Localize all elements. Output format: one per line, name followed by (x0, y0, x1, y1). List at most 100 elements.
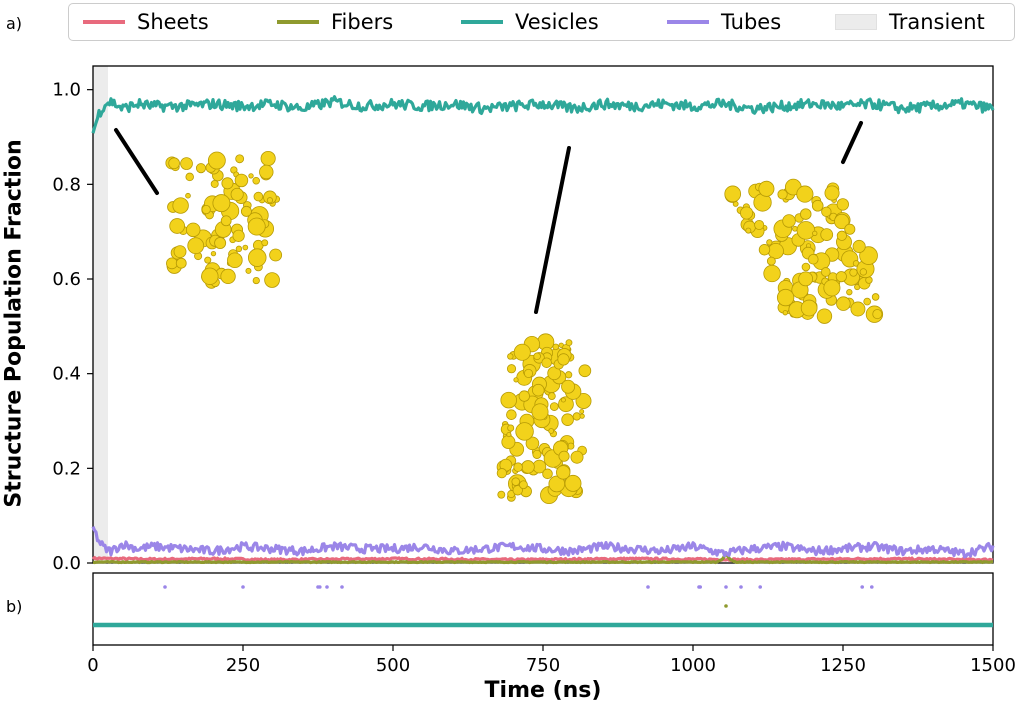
cluster-sphere (500, 391, 517, 409)
cluster-illustration-1 (165, 150, 283, 289)
cluster-sphere (557, 353, 570, 366)
cluster-sphere (512, 485, 523, 496)
cluster-sphere (724, 185, 742, 203)
cluster-sphere (801, 262, 811, 272)
strip-dot-tubes (646, 585, 650, 589)
y-axis-label: Structure Population Fraction (1, 139, 27, 508)
cluster-sphere (556, 465, 571, 480)
cluster-sphere (852, 239, 866, 253)
cluster-sphere (247, 217, 266, 236)
legend-label-sheets: Sheets (137, 10, 209, 34)
cluster-sphere (579, 413, 585, 419)
cluster-sphere (266, 197, 274, 204)
legend: Sheets Fibers Vesicles Tubes Transient (68, 3, 1015, 41)
cluster-sphere (796, 221, 816, 240)
cluster-sphere (745, 227, 752, 234)
strip-dot-tubes (724, 585, 728, 589)
cluster-sphere (201, 204, 211, 215)
cluster-sphere (849, 268, 858, 277)
cluster-sphere (210, 250, 217, 257)
strip-dot-tubes (860, 585, 864, 589)
cluster-sphere (207, 151, 226, 170)
cluster-sphere (506, 364, 517, 374)
cluster-sphere (548, 475, 566, 493)
cluster-sphere (506, 432, 512, 438)
cluster-sphere (552, 343, 560, 351)
cluster-sphere (531, 403, 549, 421)
cluster-sphere (169, 218, 185, 234)
cluster-sphere (506, 409, 517, 420)
plot-frame-b (92, 572, 994, 646)
strip-dot-fibers (724, 604, 728, 608)
cluster-sphere (507, 424, 515, 432)
cluster-sphere (558, 450, 570, 462)
legend-item-transient: Transient (835, 10, 985, 34)
cluster-sphere (210, 179, 219, 188)
x-tick-label: 0 (87, 655, 98, 676)
cluster-sphere (172, 197, 189, 214)
cluster-sphere (532, 383, 545, 397)
cluster-sphere (816, 308, 833, 324)
cluster-sphere (836, 198, 849, 211)
cluster-sphere (253, 191, 264, 202)
legend-item-vesicles: Vesicles (461, 10, 599, 34)
cluster-sphere (240, 205, 252, 217)
cluster-sphere (565, 339, 573, 347)
cluster-sphere (850, 301, 866, 317)
cluster-sphere (180, 157, 193, 170)
legend-item-fibers: Fibers (277, 10, 393, 34)
cluster-sphere (523, 368, 534, 379)
transient-shade (93, 66, 108, 563)
cluster-sphere (754, 219, 765, 231)
cluster-sphere (507, 353, 514, 360)
cluster-sphere (166, 257, 178, 270)
cluster-sphere (242, 244, 249, 251)
cluster-sphere (763, 264, 781, 283)
cluster-sphere (515, 422, 534, 441)
strip-dot-tubes (870, 585, 874, 589)
x-tick-label: 750 (526, 655, 560, 676)
cluster-sphere (844, 223, 856, 235)
cluster-sphere (235, 245, 243, 253)
legend-item-sheets: Sheets (83, 10, 209, 34)
x-tick-label: 250 (226, 655, 260, 676)
series-line-vesicles (91, 95, 995, 134)
pointer-line-3 (841, 121, 863, 164)
legend-swatch-sheets (83, 20, 125, 24)
cluster-sphere (201, 267, 219, 285)
series-lines (91, 95, 995, 565)
cluster-sphere (501, 435, 516, 450)
x-tick-label: 1500 (970, 655, 1016, 676)
legend-label-tubes: Tubes (721, 10, 782, 34)
cluster-sphere (824, 185, 840, 201)
cluster-sphere (579, 409, 585, 414)
cluster-sphere (767, 242, 784, 260)
legend-label-fibers: Fibers (331, 10, 394, 34)
cluster-sphere (578, 364, 592, 378)
pointer-line-2 (534, 146, 571, 314)
cluster-illustration-3 (724, 178, 884, 324)
cluster-sphere (533, 352, 541, 361)
y-tick-label: 0.2 (52, 458, 81, 479)
cluster-sphere (195, 163, 207, 174)
cluster-sphere (518, 390, 530, 402)
cluster-sphere (812, 230, 818, 236)
cluster-sphere (823, 279, 841, 297)
cluster-sphere (560, 397, 566, 403)
cluster-sphere (836, 230, 847, 241)
legend-label-vesicles: Vesicles (515, 10, 599, 34)
cluster-sphere (252, 176, 260, 185)
cluster-sphere (519, 480, 528, 490)
cluster-sphere (846, 289, 853, 296)
state-strip (93, 585, 993, 628)
cluster-sphere (168, 157, 180, 170)
cluster-sphere (549, 402, 559, 411)
cluster-sphere (227, 252, 243, 269)
cluster-sphere (808, 254, 819, 265)
cluster-sphere (173, 245, 187, 259)
legend-item-tubes: Tubes (667, 10, 781, 34)
cluster-sphere (811, 199, 824, 212)
axis-ticks: 0.0 0.2 0.4 0.6 0.8 1.0 0 250 500 750 1000 1250 1500 (52, 80, 1016, 676)
cluster-sphere (565, 371, 573, 379)
cluster-illustrations (114, 121, 884, 505)
